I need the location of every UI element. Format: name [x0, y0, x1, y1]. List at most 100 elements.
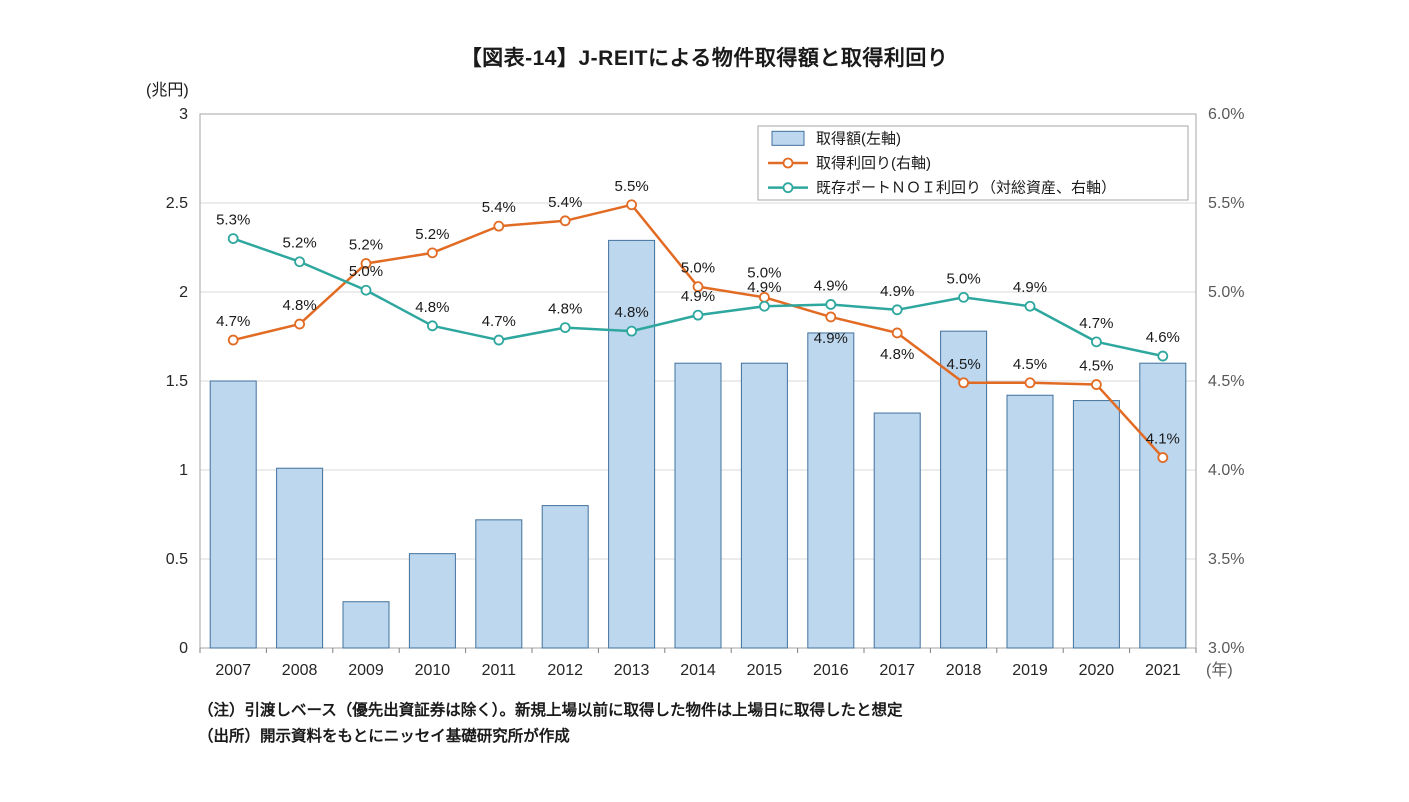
marker-icon [692, 309, 704, 321]
left-axis-unit-label: (兆円) [146, 82, 189, 99]
value-label: 4.7% [216, 313, 250, 330]
svg-text:2: 2 [179, 284, 188, 301]
svg-text:3.5%: 3.5% [1208, 551, 1244, 568]
value-label: 4.5% [946, 356, 980, 373]
svg-text:2015: 2015 [747, 662, 783, 679]
legend-item-label: 取得額(左軸) [816, 130, 901, 147]
value-label: 4.7% [482, 313, 516, 330]
value-label: 4.8% [415, 299, 449, 316]
marker-icon [360, 258, 372, 269]
bar-2016 [807, 332, 855, 649]
value-label: 4.9% [814, 330, 848, 347]
bar-2021 [1139, 362, 1187, 649]
value-label: 4.8% [880, 346, 914, 363]
value-label: 5.5% [614, 178, 648, 195]
value-label: 4.9% [747, 279, 781, 296]
marker-icon [493, 334, 505, 346]
value-label: 4.8% [548, 301, 582, 318]
svg-text:2007: 2007 [215, 662, 251, 679]
svg-text:2009: 2009 [348, 662, 384, 679]
legend-item-label: 既存ポートＮＯＩ利回り（対総資産、右軸） [816, 180, 1116, 197]
svg-text:1: 1 [179, 462, 188, 479]
marker-icon [626, 325, 637, 337]
value-label: 5.0% [681, 260, 715, 277]
marker-icon [1024, 300, 1036, 312]
svg-text:2011: 2011 [482, 662, 517, 679]
svg-text:3: 3 [179, 106, 188, 123]
bar-2012 [541, 505, 589, 649]
value-labels: 4.7%4.8%5.2%5.2%5.4% 5.4%5.5%5.0% 5.0%4.9%… [216, 178, 1180, 448]
marker-icon [825, 311, 837, 323]
svg-text:0.5: 0.5 [166, 551, 188, 568]
svg-text:2008: 2008 [282, 662, 318, 679]
marker-icon [227, 334, 239, 346]
value-label: 4.9% [880, 283, 914, 300]
svg-text:4.0%: 4.0% [1208, 462, 1244, 479]
svg-text:0: 0 [179, 640, 188, 657]
svg-text:5.0%: 5.0% [1208, 284, 1244, 301]
value-label: 5.4% [482, 199, 516, 216]
svg-text:2019: 2019 [1012, 662, 1048, 679]
svg-text:2016: 2016 [813, 662, 849, 679]
marker-icon [294, 318, 306, 330]
svg-text:2012: 2012 [547, 662, 583, 679]
marker-icon [825, 299, 837, 310]
acquisition-yield-line [227, 199, 1169, 463]
bar-2015 [740, 362, 788, 649]
marker-icon [692, 281, 704, 293]
svg-text:2014: 2014 [680, 662, 716, 679]
chart-title: 【図表-14】J-REITによる物件取得額と取得利回り [460, 47, 949, 70]
value-label: 4.5% [1013, 356, 1047, 373]
marker-icon [360, 284, 372, 296]
value-label: 4.9% [1013, 279, 1047, 296]
svg-text:6.0%: 6.0% [1208, 106, 1244, 123]
marker-icon [493, 220, 505, 232]
svg-text:2020: 2020 [1079, 662, 1115, 679]
value-label: 5.2% [349, 237, 383, 254]
bar-2020 [1072, 400, 1120, 649]
noi-yield-line [227, 233, 1169, 362]
marker-icon [227, 233, 239, 245]
bar-2019 [1006, 394, 1054, 649]
marker-icon [559, 322, 571, 334]
bar-2008 [276, 467, 324, 649]
value-label: 4.8% [282, 297, 316, 314]
svg-text:2013: 2013 [614, 662, 650, 679]
note-line-2: （出所）開示資料をもとにニッセイ基礎研究所が作成 [198, 728, 570, 745]
note-line-1: （注）引渡しベース（優先出資証券は除く）。新規上場以前に取得した物件は上場日に取… [198, 702, 903, 719]
marker-icon [1157, 350, 1169, 362]
bar-2013 [608, 239, 656, 649]
svg-text:4.5%: 4.5% [1208, 373, 1244, 390]
bar-2007 [209, 380, 257, 649]
value-label: 5.0% [349, 263, 383, 280]
marker-icon [1091, 336, 1102, 348]
left-axis-labels: 0 0.5 1 1.5 2 2.5 3 [166, 106, 188, 657]
value-label: 4.7% [1079, 315, 1113, 332]
bar-2014 [674, 362, 722, 649]
legend-item-label: 取得利回り(右軸) [816, 155, 931, 172]
value-label: 4.5% [1079, 358, 1113, 375]
value-label: 4.6% [1146, 329, 1180, 346]
svg-text:1.5: 1.5 [166, 373, 188, 390]
legend-bar-swatch [771, 130, 805, 146]
value-label: 5.3% [216, 212, 250, 229]
value-label: 5.2% [282, 235, 316, 252]
svg-text:2010: 2010 [415, 662, 451, 679]
marker-icon [1157, 452, 1169, 463]
marker-icon [1024, 377, 1036, 389]
x-axis-labels: 2007 2008 2009 2010 2011 2012 2013 2014 2015 2016… [215, 661, 1232, 679]
marker-icon [958, 377, 969, 389]
value-label: 5.2% [415, 226, 449, 243]
svg-text:5.5%: 5.5% [1208, 195, 1244, 212]
marker-icon [426, 320, 438, 332]
value-label: 4.8% [614, 304, 648, 321]
marker-icon [626, 199, 637, 211]
right-axis-labels: 3.0% 3.5% 4.0% 4.5% 5.0% 5.5% 6.0% [1208, 106, 1244, 657]
marker-icon [891, 304, 903, 316]
x-axis-unit-label: (年) [1206, 661, 1233, 679]
legend: 取得額(左軸) 取得利回り(右軸) 既存ポートＮＯＩ利回り（対総資産、右軸） [757, 125, 1189, 201]
marker-icon [891, 327, 903, 339]
legend-marker-icon [782, 157, 794, 169]
